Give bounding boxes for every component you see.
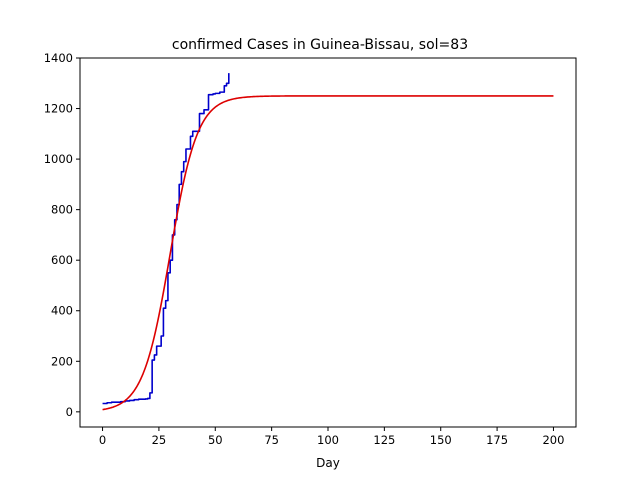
x-tick-label: 25 [152,433,167,447]
y-tick-label: 1000 [44,152,73,166]
y-tick-label: 0 [66,405,73,419]
x-axis-label: Day [316,456,340,470]
y-tick-label: 800 [51,203,73,217]
y-tick-label: 1400 [44,51,73,65]
x-tick-label: 125 [373,433,395,447]
y-tick-label: 400 [51,304,73,318]
x-tick-label: 100 [317,433,339,447]
y-tick-label: 600 [51,253,73,267]
x-tick-label: 150 [430,433,452,447]
y-tick-label: 200 [51,354,73,368]
y-tick-label: 1200 [44,102,73,116]
x-tick-label: 200 [542,433,564,447]
x-tick-label: 50 [208,433,223,447]
x-tick-label: 175 [486,433,508,447]
plot-area: 0 25 50 75 100 125 150 175 200 0 200 400 600 800 1000 1… [44,51,577,447]
x-tick-label: 75 [264,433,279,447]
x-tick-label: 0 [99,433,106,447]
chart-title: confirmed Cases in Guinea-Bissau, sol=83 [172,37,468,53]
series-line-2 [102,95,554,411]
